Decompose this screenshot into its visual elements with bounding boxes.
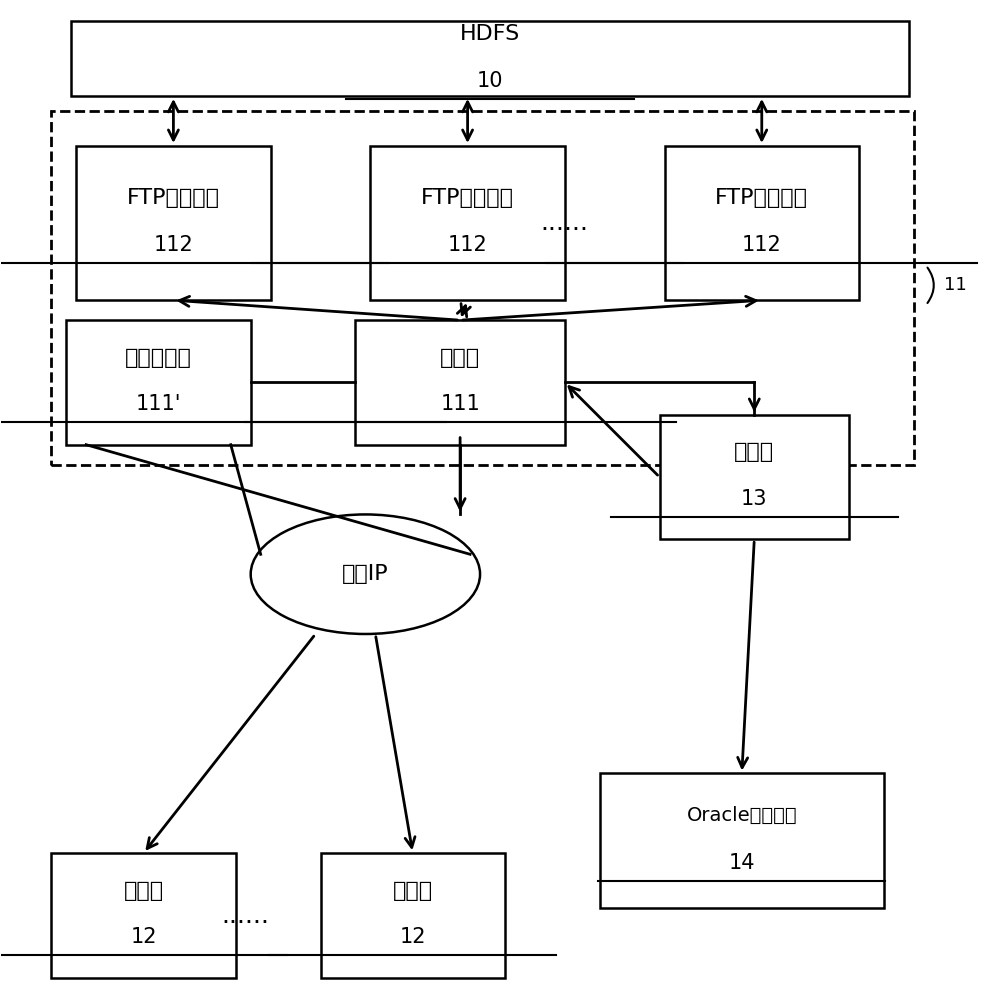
Text: 112: 112 bbox=[154, 235, 193, 255]
Text: ......: ...... bbox=[541, 211, 589, 235]
Text: HDFS: HDFS bbox=[460, 24, 520, 44]
Text: 111: 111 bbox=[440, 395, 480, 415]
Text: 112: 112 bbox=[448, 235, 487, 255]
Text: 主节点: 主节点 bbox=[440, 348, 480, 368]
Text: 112: 112 bbox=[742, 235, 782, 255]
Text: 13: 13 bbox=[741, 489, 768, 509]
Text: 虚拟IP: 虚拟IP bbox=[342, 564, 389, 584]
Bar bbox=[51, 853, 236, 978]
Text: ......: ...... bbox=[222, 904, 270, 928]
Bar bbox=[66, 321, 251, 445]
FancyArrowPatch shape bbox=[927, 268, 934, 303]
Text: 客户端: 客户端 bbox=[393, 880, 433, 900]
Text: 控制台: 控制台 bbox=[734, 443, 774, 463]
Text: 11: 11 bbox=[944, 277, 967, 295]
Text: 12: 12 bbox=[399, 927, 426, 947]
Bar bbox=[600, 773, 884, 908]
Text: 10: 10 bbox=[477, 71, 503, 91]
Text: 备用服务器: 备用服务器 bbox=[125, 348, 192, 368]
Bar bbox=[51, 111, 914, 465]
Text: Oracle存储集群: Oracle存储集群 bbox=[687, 806, 797, 825]
Text: 12: 12 bbox=[130, 927, 157, 947]
Ellipse shape bbox=[251, 514, 480, 634]
Bar bbox=[665, 146, 859, 301]
Bar bbox=[76, 146, 271, 301]
Text: FTP服务节点: FTP服务节点 bbox=[127, 188, 220, 208]
Bar bbox=[320, 853, 505, 978]
Text: 111': 111' bbox=[136, 395, 181, 415]
Text: 客户端: 客户端 bbox=[123, 880, 164, 900]
Text: FTP服务节点: FTP服务节点 bbox=[715, 188, 808, 208]
Text: 14: 14 bbox=[729, 852, 755, 872]
Bar bbox=[355, 321, 565, 445]
Bar bbox=[660, 415, 849, 539]
Bar bbox=[71, 21, 909, 96]
Bar bbox=[370, 146, 565, 301]
Text: FTP服务节点: FTP服务节点 bbox=[421, 188, 514, 208]
